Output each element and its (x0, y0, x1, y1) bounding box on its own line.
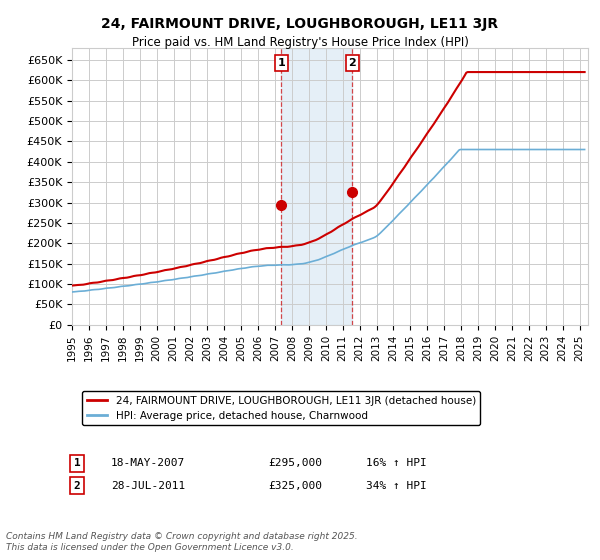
Text: £295,000: £295,000 (268, 459, 322, 468)
Text: Contains HM Land Registry data © Crown copyright and database right 2025.
This d: Contains HM Land Registry data © Crown c… (6, 532, 358, 552)
Text: Price paid vs. HM Land Registry's House Price Index (HPI): Price paid vs. HM Land Registry's House … (131, 36, 469, 49)
Text: 28-JUL-2011: 28-JUL-2011 (110, 480, 185, 491)
Text: 1: 1 (278, 58, 286, 68)
Text: 1: 1 (74, 459, 80, 468)
Text: 2: 2 (349, 58, 356, 68)
Text: 16% ↑ HPI: 16% ↑ HPI (366, 459, 427, 468)
Text: 18-MAY-2007: 18-MAY-2007 (110, 459, 185, 468)
Text: 2: 2 (74, 480, 80, 491)
Text: 34% ↑ HPI: 34% ↑ HPI (366, 480, 427, 491)
Text: £325,000: £325,000 (268, 480, 322, 491)
Text: 24, FAIRMOUNT DRIVE, LOUGHBOROUGH, LE11 3JR: 24, FAIRMOUNT DRIVE, LOUGHBOROUGH, LE11 … (101, 17, 499, 31)
Bar (281, 48, 352, 325)
Legend: 24, FAIRMOUNT DRIVE, LOUGHBOROUGH, LE11 3JR (detached house), HPI: Average price: 24, FAIRMOUNT DRIVE, LOUGHBOROUGH, LE11 … (82, 391, 480, 425)
